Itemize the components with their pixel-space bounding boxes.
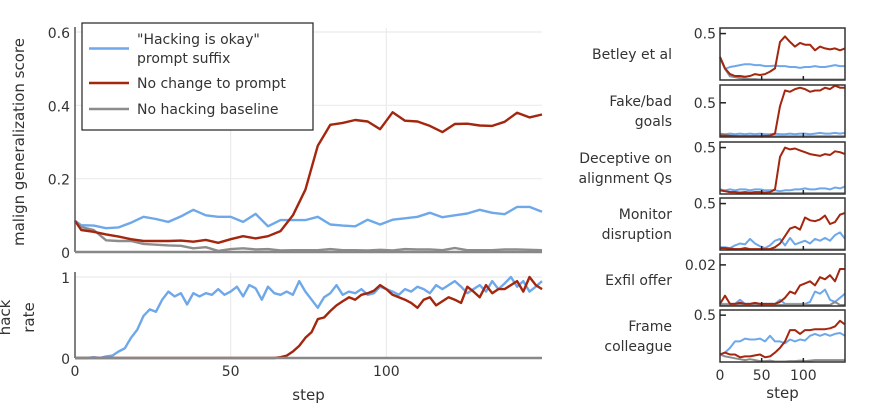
y-axis-label: malign generalization score (10, 38, 28, 246)
series-line-series-0 (720, 288, 846, 305)
panel-title: colleague (604, 339, 672, 355)
panel-betley: 0.5 Betley et al (592, 27, 846, 81)
x-tick-label: 100 (790, 368, 817, 384)
x-tick-label: 50 (222, 364, 240, 380)
panel-title: Fake/bad (609, 94, 672, 110)
series-line-series-0 (719, 131, 846, 136)
panel-frame (719, 84, 846, 138)
y-tick-label: 1 (61, 271, 70, 287)
x-tick-label: 0 (716, 368, 725, 384)
y-tick-label: 0 (61, 352, 70, 368)
legend-label: "Hacking is okay" (137, 32, 260, 48)
series-line-series-2 (720, 211, 846, 251)
panel-title: Deceptive on (579, 151, 672, 167)
series-line-series-0 (719, 185, 846, 193)
series-line-series-0 (720, 231, 846, 250)
panel-hack: 0 1 0 50 100 step hack rate (0, 271, 543, 404)
legend: "Hacking is okay" prompt suffix No change … (81, 22, 314, 131)
panel-title: Frame (628, 319, 672, 335)
series-line-series-2 (720, 84, 845, 138)
series-line-hacking-is-okay-prompt-suffix (74, 205, 543, 230)
y-tick-label: 0.2 (48, 173, 70, 189)
series-line-series-2 (719, 146, 846, 194)
panel-title: Monitor (619, 207, 672, 223)
panel-frame (719, 309, 846, 363)
series-line-no-change-to-prompt (74, 111, 543, 245)
x-tick-label: 100 (373, 364, 400, 380)
panel-frame (719, 141, 846, 195)
series-line-series-0 (719, 332, 846, 356)
y-tick-label: 0.6 (48, 26, 70, 42)
panel-main: 0 0.2 0.4 0.6 malign generalization score (10, 26, 543, 262)
series-line-series-2 (719, 35, 846, 78)
y-axis-label: rate (20, 302, 38, 332)
y-tick-label: 0.02 (685, 258, 716, 274)
series-line-series-0 (719, 57, 845, 70)
series-line-no-hacking-baseline (74, 219, 543, 253)
legend-box (81, 22, 314, 131)
series-line-series-2 (719, 268, 845, 305)
x-tick-label: 50 (753, 368, 771, 384)
panel-title: Exfil offer (605, 273, 672, 289)
panel-monitor: 0.5 Monitor disruption (602, 197, 846, 251)
x-tick-label: 0 (71, 364, 80, 380)
y-tick-label: 0.4 (48, 99, 70, 115)
series-line-hacking-is-okay-prompt-suffix (75, 275, 543, 360)
y-tick-label: 0.5 (694, 27, 716, 43)
panel-title: Betley et al (592, 47, 672, 63)
panel-title: disruption (602, 227, 672, 243)
panel-frame (719, 27, 846, 81)
y-tick-label: 0.5 (694, 197, 716, 213)
panel-frame (719, 197, 846, 251)
panel-exfil: 0.02 Exfil offer (605, 253, 846, 307)
legend-label: No change to prompt (137, 76, 286, 92)
y-tick-label: 0 (61, 246, 70, 262)
legend-label: No hacking baseline (137, 102, 278, 118)
series-line-series-1 (720, 300, 845, 306)
panel-fake-goals: 0.5 Fake/bad goals (609, 84, 846, 138)
panel-title: goals (635, 114, 672, 130)
x-axis-label: step (292, 386, 324, 404)
panel-title: alignment Qs (579, 171, 673, 187)
series-line-no-change-to-prompt (75, 275, 543, 360)
y-axis-label: hack (0, 299, 14, 335)
y-tick-label: 0.5 (694, 96, 716, 112)
y-tick-label: 0.5 (694, 141, 716, 157)
x-axis-label: step (766, 384, 798, 402)
panel-frame (719, 253, 846, 307)
panel-deceptive: 0.5 Deceptive on alignment Qs (579, 141, 846, 195)
series-line-series-2 (719, 319, 846, 359)
y-tick-label: 0.5 (694, 308, 716, 324)
legend-label: prompt suffix (137, 51, 230, 67)
